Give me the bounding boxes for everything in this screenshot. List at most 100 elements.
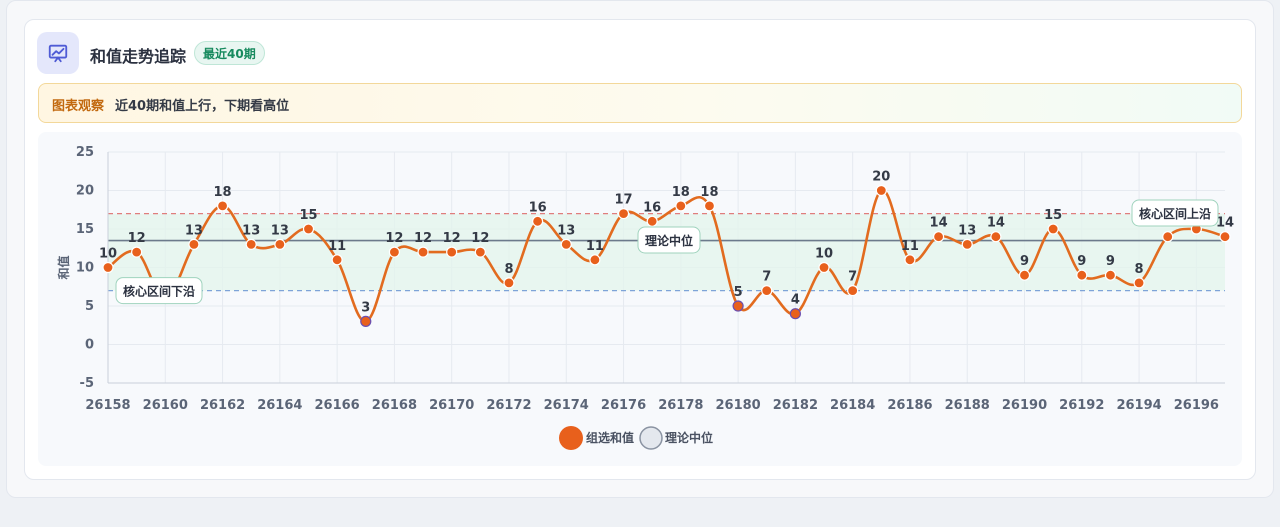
legend: 组选和值 理论中位 <box>559 426 713 450</box>
y-tick-label: 20 <box>76 184 94 199</box>
plot-area: -5 0 5 10 15 20 25 26158 26160 26162 26164 26166 261… <box>38 132 1242 466</box>
data-label: 18 <box>672 185 690 200</box>
data-point <box>188 238 200 251</box>
x-tick-label: 26186 <box>887 398 932 413</box>
x-tick-label: 26188 <box>945 398 990 413</box>
x-tick-label: 26172 <box>486 398 531 413</box>
data-label: 16 <box>643 200 661 215</box>
observation-tag: 图表观察 <box>52 99 105 114</box>
data-label: 3 <box>361 300 370 315</box>
data-point <box>474 246 486 258</box>
data-point <box>617 207 630 220</box>
data-point <box>1076 269 1088 281</box>
data-point <box>875 184 887 197</box>
data-point <box>417 246 429 258</box>
data-point <box>102 261 114 274</box>
data-point <box>703 200 716 212</box>
data-label: 10 <box>815 247 833 262</box>
data-label: 17 <box>614 193 632 208</box>
x-tick-label: 26182 <box>773 398 818 413</box>
data-label: 13 <box>185 223 203 238</box>
legend-label-sum: 组选和值 <box>586 430 634 445</box>
x-tick-label: 26184 <box>830 398 875 413</box>
data-point <box>360 315 372 327</box>
data-label: 12 <box>443 231 461 246</box>
x-tick-label: 26170 <box>429 398 474 413</box>
data-label: 18 <box>700 185 718 200</box>
legend-swatch-median <box>639 426 663 450</box>
data-label: 15 <box>299 208 317 223</box>
y-tick-label: 25 <box>76 145 94 160</box>
data-label: 11 <box>901 239 919 254</box>
data-point <box>818 261 830 274</box>
data-label: 4 <box>791 293 800 308</box>
observation-text: 近40期和值上行，下期看高位 <box>115 99 290 114</box>
data-label: 18 <box>214 185 232 200</box>
x-tick-label: 26174 <box>544 398 589 413</box>
data-label: 12 <box>471 231 489 246</box>
annotation-median: 理论中位 <box>645 233 693 248</box>
y-tick-label: 0 <box>85 338 94 353</box>
data-label: 13 <box>271 223 289 238</box>
data-point <box>961 238 973 251</box>
annotation-upper-box <box>1131 199 1219 227</box>
data-point <box>990 231 1002 243</box>
data-label: 15 <box>1044 208 1062 223</box>
data-label: 16 <box>529 200 547 215</box>
data-label: 11 <box>328 239 346 254</box>
x-tick-label: 26176 <box>601 398 646 413</box>
x-tick-label: 26164 <box>257 398 302 413</box>
data-label: 12 <box>385 231 403 246</box>
observation-banner: 图表观察 近40期和值上行，下期看高位 <box>38 83 1242 123</box>
annotation-lower-box <box>115 277 203 305</box>
series-line <box>107 189 1226 323</box>
data-point <box>932 231 945 243</box>
data-points <box>102 184 1231 327</box>
annotations: 核心区间下沿 理论中位 核心区间上沿 <box>115 199 1219 305</box>
data-label: 7 <box>848 270 857 285</box>
data-label: 12 <box>128 231 146 246</box>
x-tick-label: 26158 <box>85 398 130 413</box>
data-label: 5 <box>734 285 743 300</box>
data-point <box>302 223 315 235</box>
data-point <box>1047 223 1059 235</box>
data-point <box>216 200 229 212</box>
data-point <box>904 254 916 266</box>
data-label: 14 <box>987 216 1005 231</box>
x-tick-label: 26180 <box>715 398 760 413</box>
data-point <box>1133 277 1145 289</box>
data-point <box>1018 269 1031 281</box>
data-point <box>1104 269 1117 281</box>
annotation-median-box <box>637 226 701 254</box>
sum-trend-chart: -5 0 5 10 15 20 25 26158 26160 26162 26164 26166 261… <box>56 145 1234 450</box>
data-point <box>503 277 515 289</box>
x-tick-label: 26194 <box>1116 398 1161 413</box>
data-point <box>789 308 801 320</box>
y-axis-label: 和值 <box>56 255 71 280</box>
data-label: 14 <box>930 216 948 231</box>
y-tick-label: 10 <box>76 261 94 276</box>
data-point <box>1162 231 1174 243</box>
x-tick-label: 26168 <box>372 398 417 413</box>
data-label: 13 <box>242 223 260 238</box>
data-label: 8 <box>504 262 513 277</box>
data-point <box>331 254 343 266</box>
x-tick-label: 26192 <box>1059 398 1104 413</box>
data-point <box>274 238 286 251</box>
data-label: 14 <box>1216 216 1234 231</box>
data-label: 9 <box>1020 254 1029 269</box>
data-point <box>732 300 744 312</box>
y-tick-label: -5 <box>80 376 94 391</box>
data-label: 11 <box>586 239 604 254</box>
data-label: 8 <box>1135 262 1144 277</box>
data-label: 13 <box>958 223 976 238</box>
y-tick-label: 5 <box>85 299 94 314</box>
y-tick-label: 15 <box>76 222 94 237</box>
data-point <box>560 238 572 251</box>
data-point <box>388 246 401 258</box>
legend-label-median: 理论中位 <box>665 430 713 445</box>
x-tick-label: 26178 <box>658 398 703 413</box>
data-label: 12 <box>414 231 432 246</box>
annotation-upper: 核心区间上沿 <box>1139 206 1211 221</box>
data-point <box>589 254 601 266</box>
